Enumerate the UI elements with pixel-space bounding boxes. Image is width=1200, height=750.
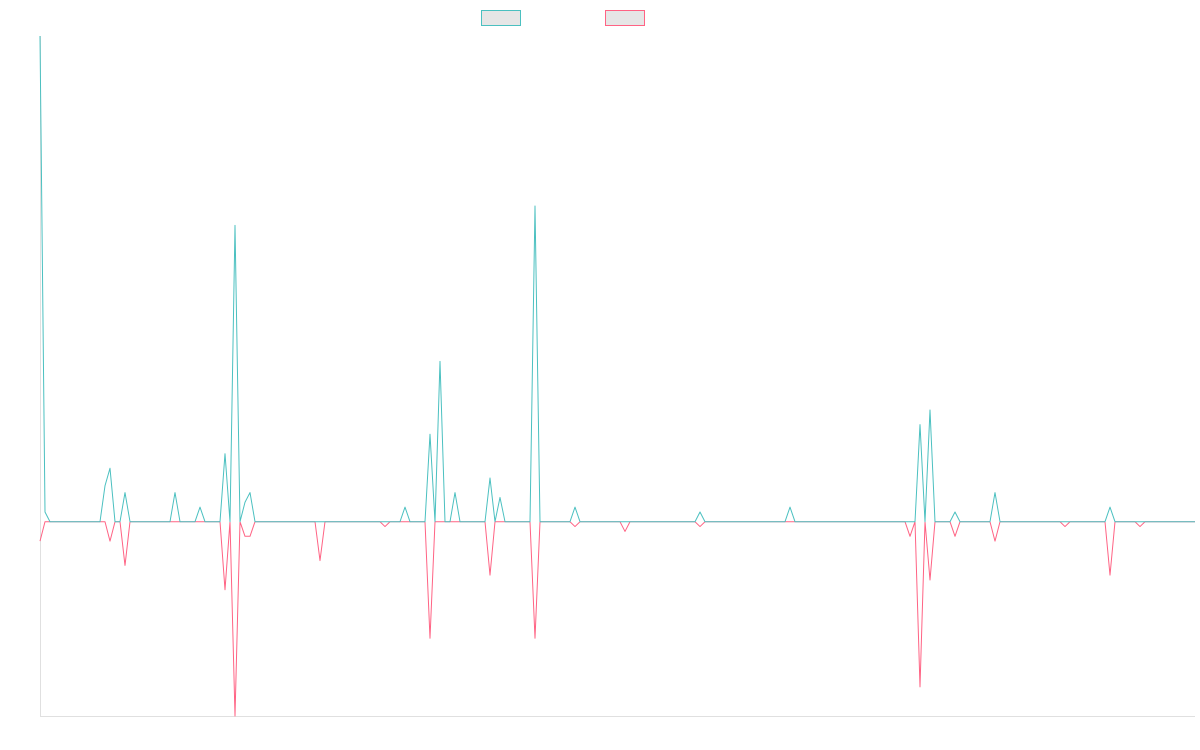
series-line bbox=[39, 35, 1195, 523]
legend-swatch bbox=[481, 10, 521, 26]
legend-swatch bbox=[605, 10, 645, 26]
series-line bbox=[39, 521, 1195, 717]
